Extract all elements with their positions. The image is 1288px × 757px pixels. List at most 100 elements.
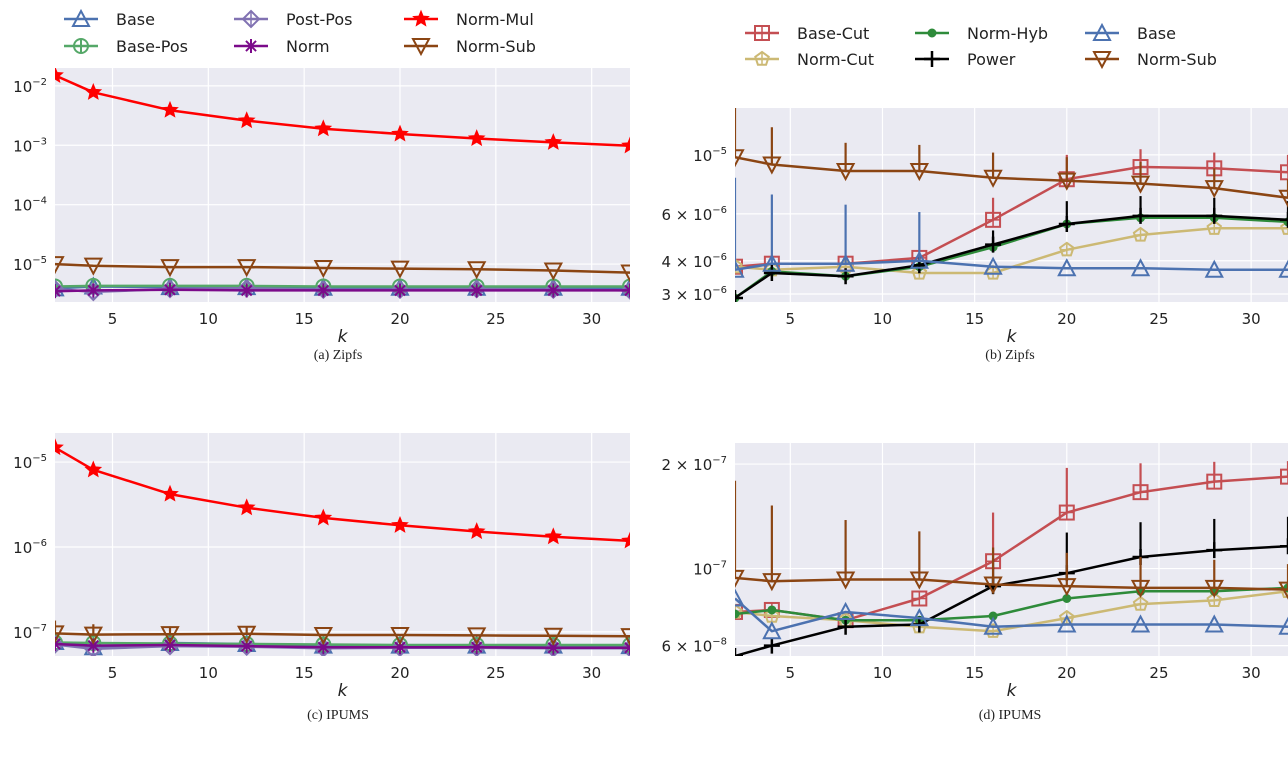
x-tick-label: 30 <box>1242 310 1261 328</box>
data-point <box>86 638 101 653</box>
data-point <box>735 149 745 168</box>
data-point <box>1204 259 1224 278</box>
data-point <box>762 156 782 175</box>
data-point <box>1280 468 1288 485</box>
figure-caption: (a) Zipfs <box>314 348 363 363</box>
series-layer <box>735 461 1288 656</box>
data-point <box>393 640 407 655</box>
legend-marker <box>1092 51 1112 70</box>
series-layer <box>735 108 1288 302</box>
data-point <box>909 250 929 269</box>
x-tick-label: 15 <box>295 664 314 682</box>
series-line-norm <box>55 288 630 293</box>
y-tick-label: 4 × 10−6 <box>662 252 728 271</box>
data-point <box>735 259 745 278</box>
legend-label: Norm-Hyb <box>967 24 1048 43</box>
x-tick-label: 15 <box>965 664 984 682</box>
data-point <box>84 82 103 100</box>
data-point <box>1057 614 1077 633</box>
legend-label: Norm-Sub <box>1137 50 1217 69</box>
data-point <box>237 625 257 644</box>
chart-panel-3: 5 10 15 20 25 30 10−7 10−6 10−5 k (c) IPUMS <box>13 433 630 723</box>
data-point <box>1132 484 1149 501</box>
chart-panel-1: 5 10 15 20 25 30 10−5 10−4 10−3 10−2 k(a) Zipfs <box>13 68 630 363</box>
data-point <box>835 601 856 620</box>
series-line-norm-sub <box>735 576 1288 591</box>
legend-marker <box>927 28 937 38</box>
data-point <box>239 283 254 298</box>
data-point <box>621 136 630 154</box>
series-line-base <box>735 259 1288 272</box>
data-point <box>762 253 782 272</box>
data-point <box>735 289 743 302</box>
x-tick-label: 5 <box>108 664 118 682</box>
series-norm <box>55 282 630 299</box>
data-point <box>543 627 563 646</box>
chart-panel-4: 5 10 15 20 25 30 6 × 10−8 10−7 2 × 10−7 k (d) IPUM… <box>662 443 1288 723</box>
series-line-base-pos <box>55 284 630 288</box>
series-line-norm-sub <box>735 155 1288 200</box>
data-point <box>314 119 333 137</box>
y-tick-label: 6 × 10−6 <box>662 205 728 224</box>
y-tick-label: 10−2 <box>13 77 47 96</box>
series-norm-sub <box>735 480 1288 600</box>
data-point <box>1058 241 1075 257</box>
x-tick-label: 20 <box>390 664 409 682</box>
y-tick-label: 10−6 <box>13 538 47 557</box>
y-tick-label: 10−4 <box>13 196 47 215</box>
data-point <box>160 626 180 645</box>
data-point <box>985 236 1002 253</box>
data-point <box>391 515 409 533</box>
data-point <box>1280 211 1288 228</box>
x-tick-label: 10 <box>199 664 218 682</box>
x-tick-label: 10 <box>873 664 892 682</box>
data-point <box>83 257 104 276</box>
data-point <box>314 508 333 526</box>
data-point <box>1130 614 1151 633</box>
data-point <box>735 588 745 607</box>
x-tick-label: 10 <box>873 310 892 328</box>
data-point <box>391 124 409 142</box>
legend-item-base: Base <box>1085 22 1176 43</box>
y-tick-label: 2 × 10−7 <box>662 455 728 474</box>
data-point <box>1206 473 1223 490</box>
plot-background <box>55 433 630 656</box>
data-point <box>1058 504 1075 521</box>
data-point <box>316 283 331 298</box>
x-tick-label: 10 <box>199 310 218 328</box>
data-point <box>237 498 256 516</box>
legend-label: Base <box>116 10 155 29</box>
legend-marker <box>244 39 258 53</box>
legend-left: Base Base-Pos Post-Pos Norm Norm-Mul Norm-Sub <box>64 8 536 57</box>
x-axis-label: k <box>1007 681 1018 701</box>
data-point <box>767 605 777 615</box>
data-point <box>983 576 1003 595</box>
data-point <box>1130 175 1151 194</box>
y-tick-label: 10−7 <box>13 623 47 642</box>
data-point <box>55 68 64 83</box>
legend-label: Base-Pos <box>116 37 188 56</box>
legend-item-norm-sub: Norm-Sub <box>1085 50 1217 70</box>
series-base <box>735 588 1288 640</box>
series-norm-sub <box>55 256 630 283</box>
data-point <box>620 264 630 283</box>
x-tick-label: 20 <box>390 310 409 328</box>
data-point <box>1130 258 1151 277</box>
data-point <box>55 438 64 456</box>
data-point <box>909 571 929 590</box>
data-point <box>1206 219 1223 235</box>
series-line-norm-sub <box>55 632 630 638</box>
data-point <box>163 282 177 297</box>
data-point <box>393 283 407 298</box>
data-point <box>1058 215 1075 232</box>
figure-caption: (b) Zipfs <box>985 348 1034 363</box>
data-point <box>1057 172 1077 191</box>
data-point <box>161 484 179 502</box>
series-norm-sub <box>735 108 1288 208</box>
data-point <box>1204 614 1224 633</box>
legend-label: Power <box>967 50 1016 69</box>
data-point <box>467 129 486 147</box>
data-point <box>1206 207 1223 224</box>
series-power <box>735 196 1288 302</box>
legend-marker <box>924 51 940 67</box>
